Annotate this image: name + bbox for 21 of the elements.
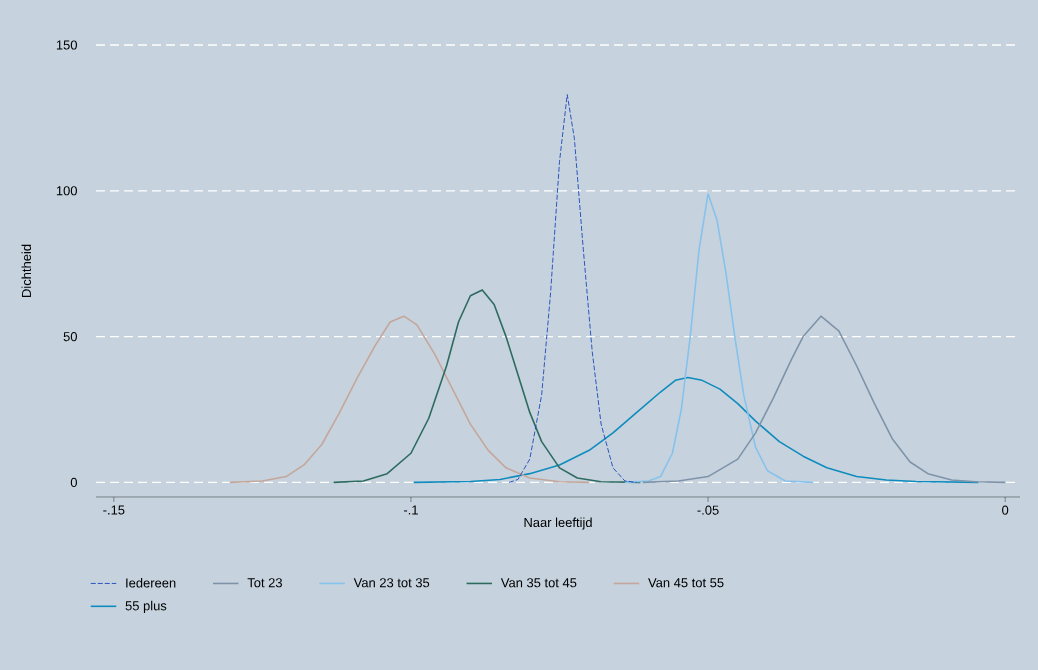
x-axis-title: Naar leeftijd	[524, 517, 592, 530]
line-series	[624, 192, 815, 484]
legend-label: Van 45 tot 55	[648, 578, 724, 588]
y-tick-label: 100	[56, 186, 77, 196]
y-tick-label: 0	[70, 477, 77, 487]
x-tick-label: -.15	[103, 505, 125, 515]
legend-label: Iedereen	[126, 578, 176, 588]
y-axis-title: Dichtheid	[21, 244, 32, 297]
legend-label: Tot 23	[247, 578, 282, 588]
legend-label: Van 23 tot 35	[353, 578, 430, 588]
x-tick-label: -.05	[697, 505, 719, 515]
y-tick-label: 50	[63, 332, 77, 342]
legend-label: 55 plus	[125, 600, 167, 613]
line-series	[508, 94, 638, 483]
line-series	[228, 315, 591, 484]
x-tick-label: -.1	[403, 505, 418, 515]
x-tick-label: 0	[1002, 505, 1009, 515]
line-series	[641, 315, 1006, 484]
line-series	[332, 289, 642, 484]
legend-label: Van 35 tot 45	[500, 578, 577, 588]
y-tick-label: 150	[56, 40, 77, 50]
